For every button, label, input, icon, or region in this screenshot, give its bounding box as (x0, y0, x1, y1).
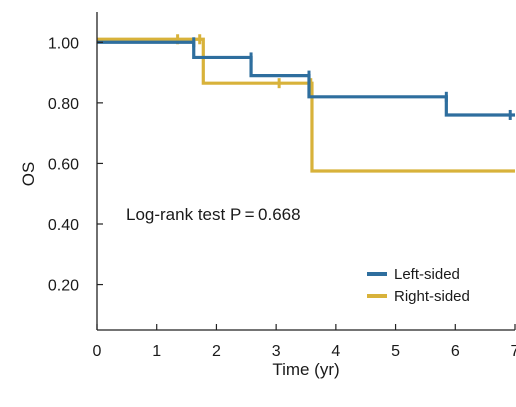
ticks-layer: 0 1 2 3 4 5 6 7 0.20 0.40 0.60 0.80 1.00 (48, 35, 516, 360)
y-tick-label: 0.20 (48, 278, 79, 295)
y-tick-label: 0.40 (48, 217, 79, 234)
y-tick-label: 0.60 (48, 156, 79, 173)
x-tick-label: 0 (93, 343, 102, 360)
series-right-sided-curve (97, 37, 515, 173)
x-tick-label: 7 (511, 343, 516, 360)
x-tick-label: 3 (272, 343, 281, 360)
y-tick-label: 1.00 (48, 35, 79, 52)
y-tick-label: 0.80 (48, 96, 79, 113)
legend-right-sided-label: Right-sided (394, 288, 470, 305)
y-axis-title: OS (19, 162, 38, 187)
log-rank-annotation: Log-rank test P = 0.668 (126, 205, 301, 224)
series-left-sided-curve (97, 40, 515, 117)
series-layer (97, 34, 515, 173)
x-tick-label: 1 (152, 343, 161, 360)
legend: Left-sided Right-sided (367, 266, 470, 305)
axes-layer (96, 12, 515, 331)
x-tick-label: 5 (391, 343, 400, 360)
x-tick-label: 4 (331, 343, 340, 360)
x-tick-label: 2 (212, 343, 221, 360)
legend-left-sided-label: Left-sided (394, 266, 460, 283)
x-tick-label: 6 (451, 343, 460, 360)
x-axis-title: Time (yr) (272, 360, 339, 379)
